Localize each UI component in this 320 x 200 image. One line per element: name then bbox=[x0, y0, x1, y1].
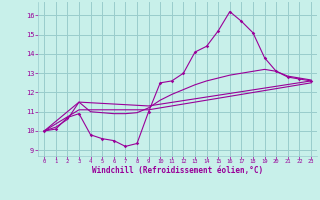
X-axis label: Windchill (Refroidissement éolien,°C): Windchill (Refroidissement éolien,°C) bbox=[92, 166, 263, 175]
